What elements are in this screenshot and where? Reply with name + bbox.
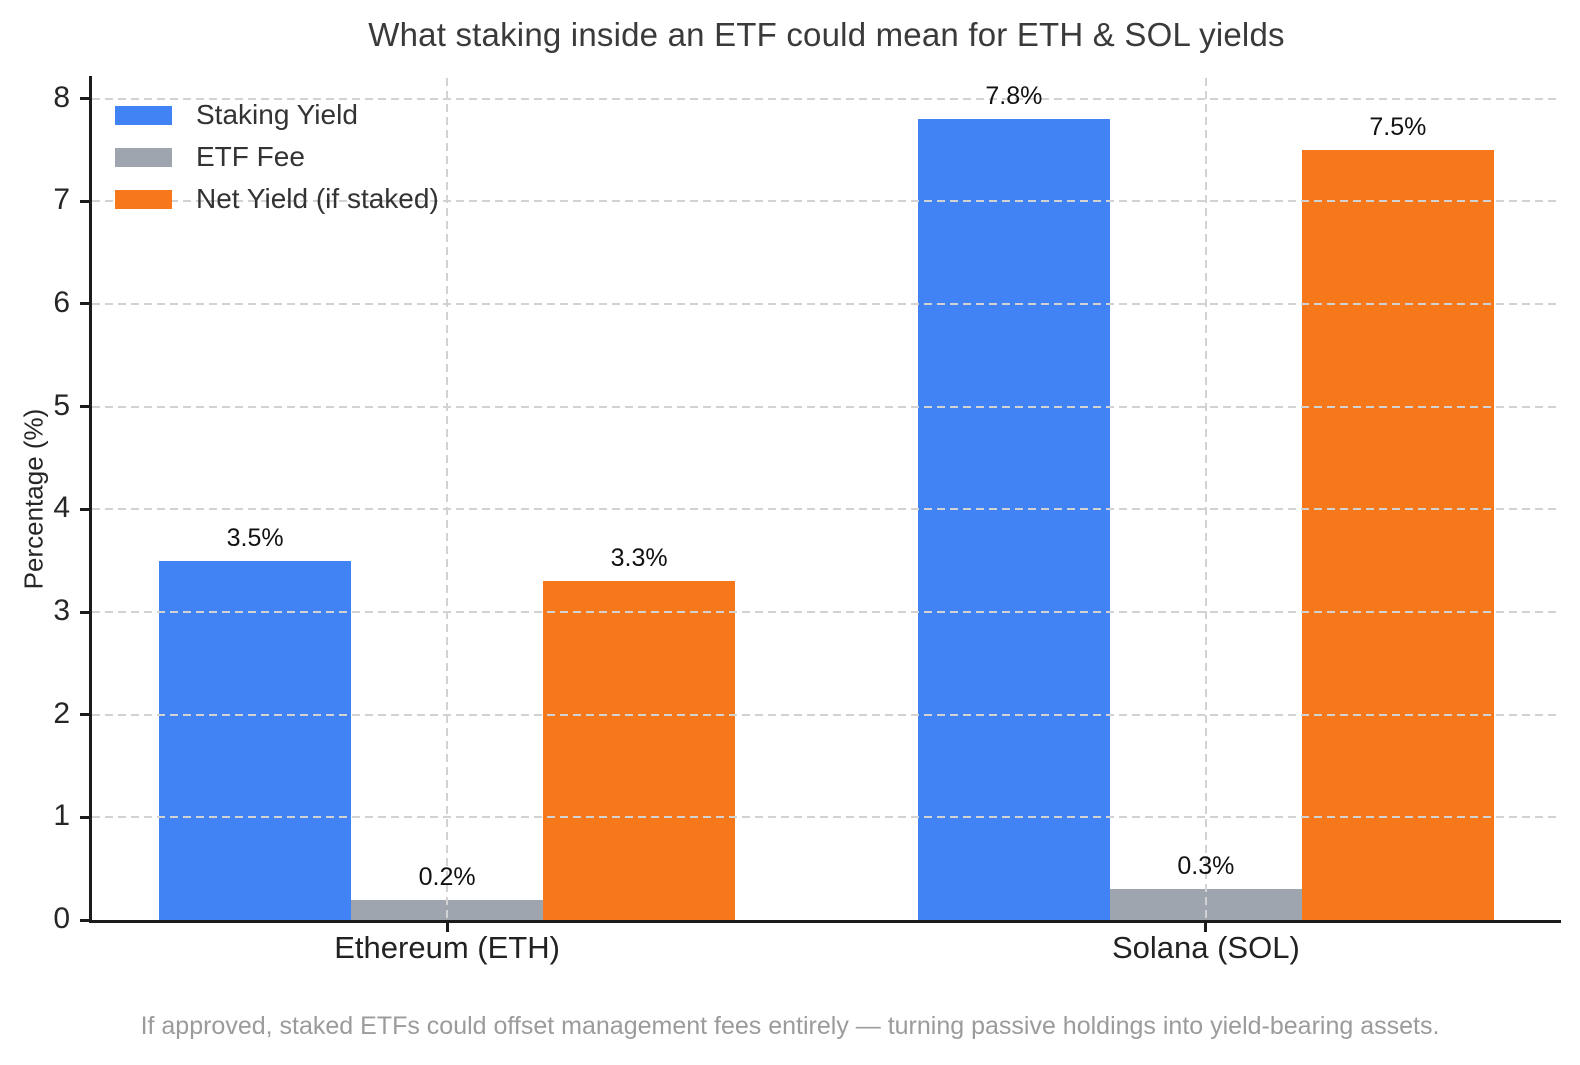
y-tick <box>80 199 89 203</box>
y-tick <box>80 815 89 819</box>
gridline-horizontal <box>92 97 1561 100</box>
gridline-horizontal <box>92 816 1561 819</box>
legend-label: Net Yield (if staked) <box>196 183 439 214</box>
bar-value-label: 7.8% <box>985 82 1043 111</box>
gridline-horizontal <box>92 508 1561 511</box>
bar-value-label: 0.3% <box>1177 852 1235 881</box>
y-tick-label: 1 <box>53 799 70 833</box>
x-axis-spine <box>89 920 1561 923</box>
chart-title: What staking inside an ETF could mean fo… <box>368 16 1285 53</box>
y-tick <box>80 918 89 922</box>
gridline-horizontal <box>92 200 1561 203</box>
bar-value-label: 3.5% <box>226 523 284 552</box>
y-tick-label: 0 <box>53 902 70 935</box>
chart-footnote: If approved, staked ETFs could offset ma… <box>140 1012 1440 1040</box>
gridline-horizontal <box>92 713 1561 716</box>
x-tick-label: Solana (SOL) <box>1111 930 1300 965</box>
x-tick-label: Ethereum (ETH) <box>334 930 560 965</box>
bar <box>1301 149 1494 920</box>
y-tick-label: 5 <box>53 388 70 422</box>
x-tick <box>445 923 449 932</box>
y-tick <box>80 610 89 614</box>
legend-label: ETF Fee <box>196 141 305 172</box>
bar-value-label: 7.5% <box>1369 112 1427 141</box>
gridline-vertical <box>446 78 449 920</box>
x-tick <box>1204 923 1208 932</box>
legend-swatch-net-yield-icon <box>115 189 172 209</box>
y-tick <box>80 713 89 717</box>
gridline-horizontal <box>92 405 1561 408</box>
legend: Staking Yield ETF Fee Net Yield (if stak… <box>115 99 439 214</box>
gridline-horizontal <box>92 611 1561 613</box>
y-tick-label: 3 <box>53 594 70 627</box>
bar-value-label: 3.3% <box>610 544 668 573</box>
bar-value-label: 0.2% <box>418 862 476 891</box>
gridline-horizontal <box>92 302 1561 305</box>
y-tick <box>80 97 89 100</box>
y-tick <box>80 302 89 306</box>
legend-item-net-yield: Net Yield (if staked) <box>115 183 439 214</box>
y-tick-label: 2 <box>53 696 70 730</box>
y-tick-label: 6 <box>53 285 70 319</box>
bar <box>159 560 352 920</box>
y-tick <box>80 405 89 409</box>
legend-item-etf-fee: ETF Fee <box>115 141 439 172</box>
y-tick-label: 4 <box>53 491 70 525</box>
legend-swatch-etf-fee-icon <box>115 147 172 167</box>
legend-label: Staking Yield <box>196 99 358 130</box>
legend-item-staking-yield: Staking Yield <box>115 99 439 130</box>
legend-swatch-staking-yield-icon <box>115 105 172 125</box>
bar <box>543 581 736 920</box>
gridline-vertical <box>1204 78 1207 920</box>
y-tick-label: 8 <box>53 80 70 114</box>
y-tick <box>80 507 89 511</box>
plot-area: 3.5% 0.2% 3.3% Ethereum (ETH) 7.8% 0.3% 7.5% So… <box>53 76 1561 965</box>
y-axis-spine <box>89 76 92 923</box>
bar <box>917 119 1110 920</box>
y-tick-label: 7 <box>53 183 70 217</box>
